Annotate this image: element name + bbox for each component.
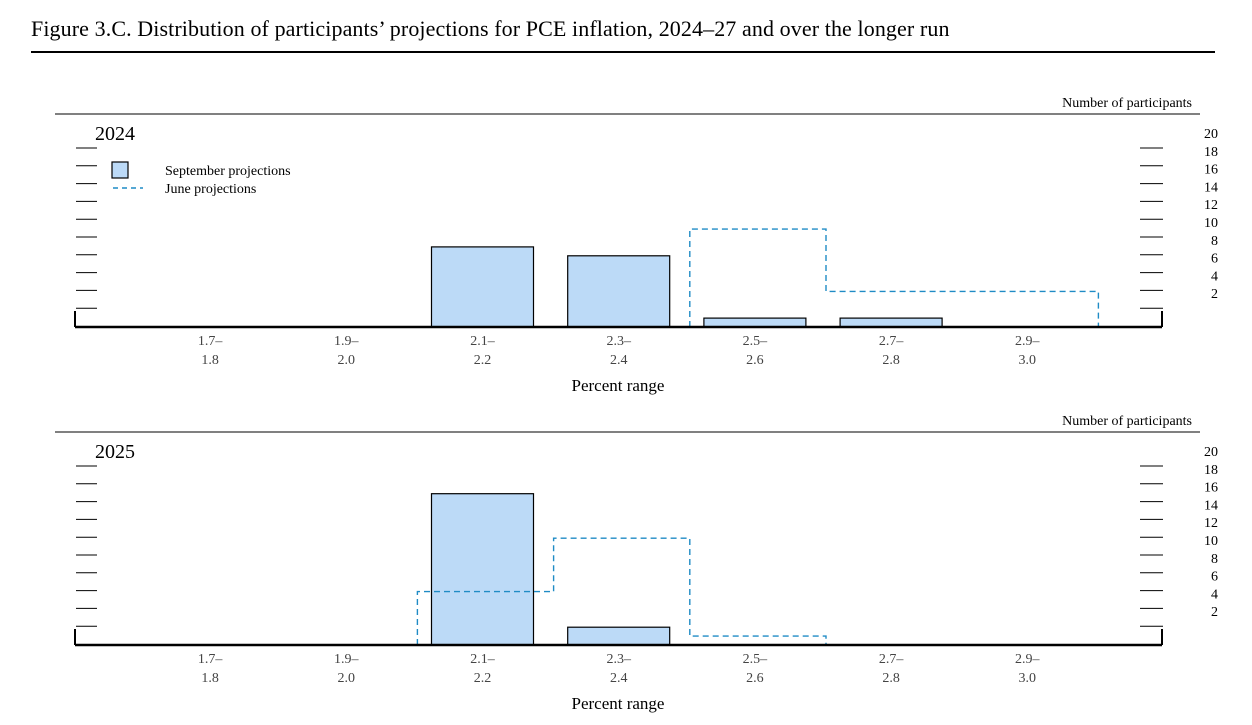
x-tick-label-bottom: 2.4 — [610, 353, 628, 368]
x-tick-label-bottom: 2.8 — [882, 353, 900, 368]
x-tick-label-top: 2.1– — [470, 334, 496, 349]
x-tick-label-bottom: 1.8 — [201, 353, 219, 368]
x-axis-label: Percent range — [572, 694, 665, 713]
y-tick-label: 10 — [1204, 216, 1218, 231]
y-tick-label: 4 — [1211, 587, 1218, 602]
x-tick-label-bottom: 2.6 — [746, 353, 764, 368]
y-tick-label: 16 — [1204, 481, 1218, 496]
y-tick-label: 16 — [1204, 163, 1218, 178]
panel-title: 2025 — [95, 441, 135, 463]
x-tick-label-bottom: 2.0 — [338, 353, 356, 368]
x-tick-label-bottom: 2.4 — [610, 671, 628, 686]
september-bar — [430, 246, 535, 328]
y-tick-label: 2 — [1211, 605, 1218, 620]
x-tick-label-top: 1.9– — [334, 334, 360, 349]
x-tick-label-bottom: 2.0 — [338, 671, 356, 686]
x-tick-label-bottom: 2.2 — [474, 353, 492, 368]
x-tick-label-top: 2.7– — [879, 334, 905, 349]
legend-september-label: September projections — [165, 164, 291, 179]
title-rule — [31, 51, 1215, 53]
x-tick-label-top: 2.5– — [743, 334, 769, 349]
september-bar — [430, 493, 535, 646]
x-tick-label-top: 2.9– — [1015, 652, 1041, 667]
x-tick-label-top: 2.3– — [606, 652, 632, 667]
x-tick-label-bottom: 1.8 — [201, 671, 219, 686]
x-tick-label-top: 1.7– — [198, 652, 224, 667]
september-bar — [703, 317, 807, 328]
figure-title: Figure 3.C. Distribution of participants… — [31, 16, 950, 41]
y-tick-label: 8 — [1211, 234, 1218, 249]
y-tick-label: 18 — [1204, 463, 1218, 478]
x-tick-label-top: 2.5– — [743, 652, 769, 667]
legend-june-label: June projections — [165, 182, 256, 197]
y-tick-label: 4 — [1211, 269, 1218, 284]
y-tick-label: 18 — [1204, 145, 1218, 160]
y-tick-label: 14 — [1204, 180, 1218, 195]
x-tick-label-top: 2.3– — [606, 334, 632, 349]
y-tick-label: 2 — [1211, 287, 1218, 302]
x-tick-label-top: 2.9– — [1015, 334, 1041, 349]
september-bar — [567, 626, 671, 646]
y-tick-label: 6 — [1211, 252, 1218, 267]
x-tick-label-top: 2.7– — [879, 652, 905, 667]
panel-title: 2024 — [95, 123, 135, 145]
x-tick-label-bottom: 3.0 — [1019, 353, 1037, 368]
june-projection-outline — [689, 228, 1100, 327]
y-tick-label: 6 — [1211, 570, 1218, 585]
y-tick-label: 8 — [1211, 552, 1218, 567]
x-tick-label-bottom: 2.6 — [746, 671, 764, 686]
september-bar — [567, 255, 671, 328]
x-tick-label-bottom: 3.0 — [1019, 671, 1037, 686]
y-tick-label: 12 — [1204, 198, 1218, 213]
x-tick-label-bottom: 2.2 — [474, 671, 492, 686]
y-tick-label: 20 — [1204, 127, 1218, 142]
x-tick-label-bottom: 2.8 — [882, 671, 900, 686]
y-tick-label: 14 — [1204, 498, 1218, 513]
x-tick-label-top: 1.9– — [334, 652, 360, 667]
y-tick-label: 10 — [1204, 534, 1218, 549]
legend-september-swatch — [111, 161, 129, 179]
september-bar — [839, 317, 943, 328]
y-tick-label: 12 — [1204, 516, 1218, 531]
june-projection-outline — [416, 537, 827, 645]
x-tick-label-top: 2.1– — [470, 652, 496, 667]
y-axis-label: Number of participants — [1062, 96, 1192, 111]
y-tick-label: 20 — [1204, 445, 1218, 460]
x-tick-label-top: 1.7– — [198, 334, 224, 349]
x-axis-label: Percent range — [572, 376, 665, 395]
y-axis-label: Number of participants — [1062, 414, 1192, 429]
